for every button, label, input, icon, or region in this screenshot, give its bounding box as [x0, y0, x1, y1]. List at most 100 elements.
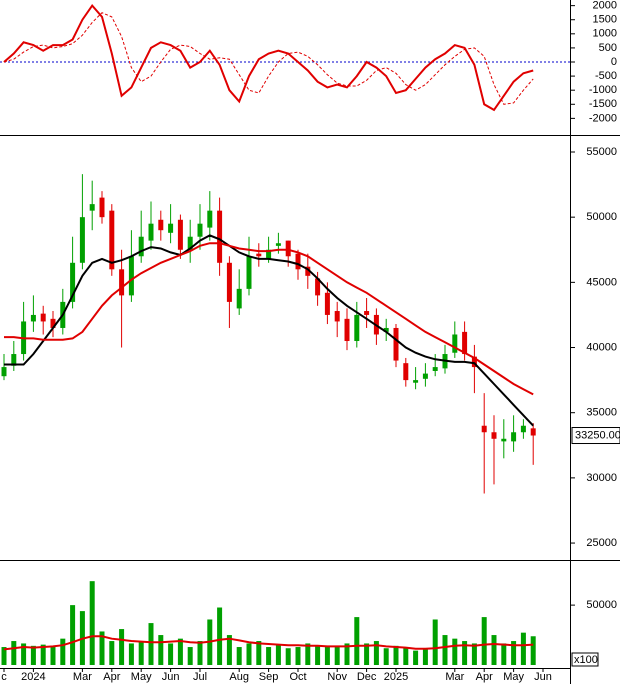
volume-bar — [334, 647, 340, 665]
y-tick-label: 40000 — [586, 341, 617, 353]
x-tick-label: Mar — [445, 671, 464, 683]
oscillator-line — [3, 3, 534, 112]
volume-bar — [109, 641, 115, 665]
y-tick-label: -1500 — [589, 98, 617, 110]
x-tick-label: Jun — [162, 671, 180, 683]
volume-bar — [70, 605, 76, 665]
candle-body — [109, 210, 115, 270]
volume-bar — [422, 648, 428, 665]
volume-bar — [511, 641, 517, 665]
candle-body — [481, 425, 487, 433]
x-tick-label: May — [503, 671, 524, 683]
volume-bar — [266, 647, 272, 665]
volume-bar — [21, 643, 27, 665]
moving-average — [4, 234, 534, 427]
candle-body — [11, 354, 17, 366]
moving-average — [4, 242, 534, 396]
volume-bar — [285, 648, 291, 665]
x-tick-label: Mar — [73, 671, 92, 683]
candle-body — [422, 373, 428, 379]
volume-bar — [256, 641, 262, 665]
volume-bar — [148, 623, 154, 665]
volume-bar — [373, 641, 379, 665]
y-tick-label: 50000 — [586, 599, 617, 611]
volume-bar — [236, 647, 242, 665]
candle-body — [197, 223, 203, 237]
volume-bar — [442, 635, 448, 665]
x-tick-label: Jun — [534, 671, 552, 683]
y-tick-label: -2000 — [589, 112, 617, 124]
candle-body — [344, 318, 350, 342]
candle-body — [354, 314, 360, 342]
volume-bar — [530, 636, 536, 665]
x-tick-label: Apr — [103, 671, 120, 683]
volume-bar — [432, 619, 438, 665]
candle-body — [30, 314, 36, 322]
volume-bar — [187, 647, 193, 665]
volume-bar — [471, 643, 477, 665]
x-tick-label: 2025 — [384, 671, 408, 683]
volume-bar — [158, 635, 164, 665]
volume-bar — [481, 617, 487, 665]
volume-bar — [168, 643, 174, 665]
volume-bar — [11, 641, 17, 665]
volume-bar — [30, 645, 36, 665]
candle-body — [89, 204, 95, 211]
candle-body — [403, 363, 409, 381]
volume-bar — [50, 645, 56, 665]
volume-bar — [217, 607, 223, 665]
candle-body — [520, 425, 526, 433]
candle-body — [413, 380, 419, 383]
candle-body — [315, 278, 321, 296]
candle-body — [471, 356, 477, 368]
candle-body — [187, 236, 193, 250]
candle-body — [148, 223, 154, 241]
volume-bar — [275, 644, 281, 665]
y-tick-label: 25000 — [586, 537, 617, 549]
volume-bar — [138, 641, 144, 665]
candle-body — [383, 327, 389, 332]
candle-body — [246, 256, 252, 289]
volume-bar — [305, 643, 311, 665]
y-tick-label: 2000 — [593, 0, 617, 12]
x-tick-label: c — [1, 671, 7, 683]
volume-bar — [462, 641, 468, 665]
candle-body — [324, 292, 330, 315]
volume-bar — [344, 643, 350, 665]
x-tick-label: Apr — [476, 671, 493, 683]
volume-bar — [226, 635, 232, 665]
volume-bar — [452, 638, 458, 665]
candle-body — [364, 311, 370, 315]
volume-bar — [393, 645, 399, 665]
volume-bar — [1, 647, 7, 665]
x-tick-label: Nov — [327, 671, 347, 683]
volume-bar — [520, 632, 526, 665]
y-tick-label: -500 — [595, 70, 617, 82]
x-tick-label: Sep — [259, 671, 279, 683]
candle-body — [1, 367, 7, 377]
candle-body — [168, 223, 174, 233]
volume-average — [3, 635, 534, 651]
unit-box — [571, 652, 599, 667]
candle-body — [236, 288, 242, 309]
oscillator-line — [3, 12, 534, 105]
volume-bar — [246, 643, 252, 665]
candle-body — [305, 266, 311, 276]
candle-body — [432, 367, 438, 371]
candle-body — [50, 318, 56, 328]
y-tick-label: 1500 — [593, 14, 617, 26]
volume-bar — [491, 635, 497, 665]
candle-body — [226, 262, 232, 302]
x-tick-label: Oct — [289, 671, 306, 683]
candle-body — [511, 432, 517, 442]
candle-body — [99, 197, 105, 218]
y-tick-label: 45000 — [586, 276, 617, 288]
candle-body — [207, 210, 213, 228]
candle-body — [295, 253, 301, 270]
volume-bar — [364, 643, 370, 665]
y-tick-label: 500 — [599, 42, 617, 54]
candle-body — [530, 428, 536, 436]
candle-body — [285, 240, 291, 257]
candle-body — [119, 269, 125, 296]
last-price-label: 33250.00 — [575, 429, 620, 441]
